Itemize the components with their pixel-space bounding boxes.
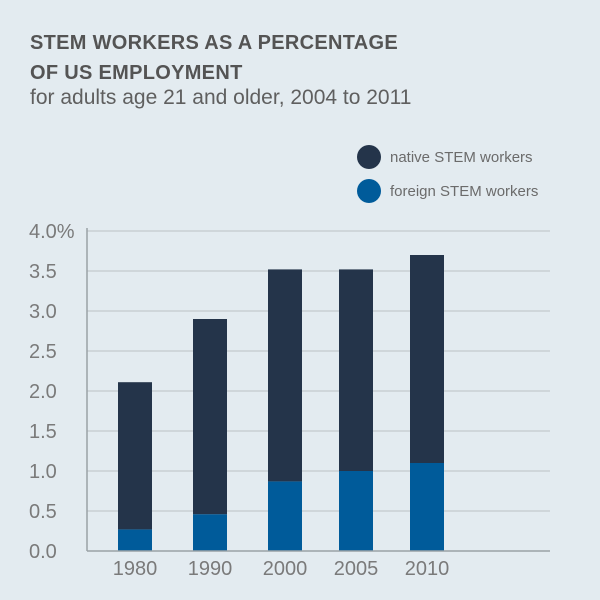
- y-tick-label: 2.0: [29, 381, 57, 403]
- title-line-1: STEM WORKERS AS A PERCENTAGE: [30, 32, 399, 54]
- bar-foreign-2005: [339, 471, 373, 551]
- x-tick-label: 1990: [188, 558, 233, 580]
- bar-native-2010: [410, 255, 444, 463]
- y-tick-label: 1.5: [29, 421, 57, 443]
- title-line-2: OF US EMPLOYMENT: [30, 62, 243, 84]
- legend-label-foreign: foreign STEM workers: [390, 182, 539, 200]
- chart-subtitle: for adults age 21 and older, 2004 to 201…: [30, 86, 412, 109]
- y-tick-label: 4.0%: [29, 221, 75, 243]
- legend-swatch-native: [357, 145, 381, 169]
- y-tick-label: 1.0: [29, 461, 57, 483]
- legend-foreign: foreign STEM workers: [357, 179, 538, 203]
- chart-title: STEM WORKERS AS A PERCENTAGE OF US EMPLO…: [30, 28, 398, 88]
- y-tick-label: 2.5: [29, 341, 57, 363]
- y-tick-label: 3.5: [29, 261, 57, 283]
- x-tick-label: 2010: [405, 558, 450, 580]
- x-tick-label: 2000: [263, 558, 308, 580]
- bar-native-2000: [268, 269, 302, 482]
- x-tick-label: 2005: [334, 558, 379, 580]
- y-tick-label: 3.0: [29, 301, 57, 323]
- bar-foreign-1990: [193, 514, 227, 551]
- bar-native-1980: [118, 382, 152, 530]
- x-tick-label: 1980: [113, 558, 158, 580]
- y-tick-label: 0.0: [29, 541, 57, 563]
- legend-native: native STEM workers: [357, 145, 533, 169]
- bar-foreign-1980: [118, 529, 152, 551]
- legend-swatch-foreign: [357, 179, 381, 203]
- bar-native-1990: [193, 319, 227, 515]
- bar-foreign-2010: [410, 463, 444, 551]
- legend-label-native: native STEM workers: [390, 148, 533, 166]
- bar-native-2005: [339, 269, 373, 471]
- bar-foreign-2000: [268, 481, 302, 551]
- y-tick-label: 0.5: [29, 501, 57, 523]
